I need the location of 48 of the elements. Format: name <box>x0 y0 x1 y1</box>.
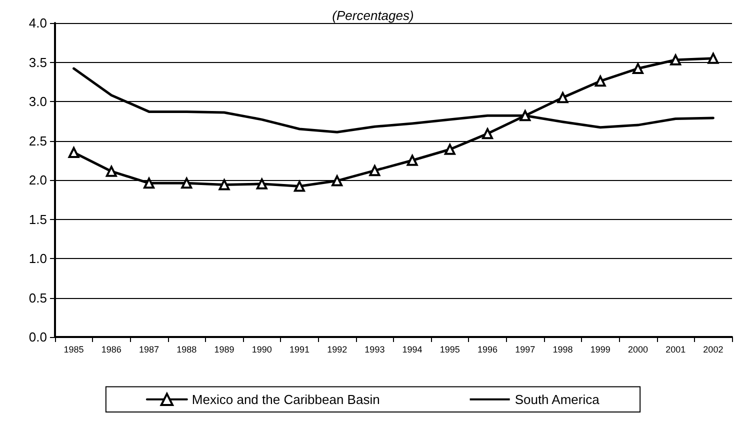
x-tick-label: 2002 <box>703 344 724 354</box>
x-tick-label: 1986 <box>101 344 122 354</box>
x-tick-label: 2001 <box>666 344 686 354</box>
point <box>482 128 494 140</box>
point <box>708 52 719 64</box>
point <box>594 76 606 87</box>
point <box>670 54 682 66</box>
x-tick-label: 1997 <box>515 344 536 354</box>
x-tick-label: 1994 <box>402 344 422 354</box>
point <box>68 147 80 158</box>
x-tick-label: 2000 <box>628 344 648 354</box>
x-tick-label: 1985 <box>64 344 84 354</box>
x-tick-label: 1992 <box>327 344 348 354</box>
point <box>218 179 230 190</box>
x-tick-label: 1998 <box>552 344 573 354</box>
x-tick-label: 1988 <box>176 344 197 354</box>
x-tick-label: 1989 <box>214 344 234 354</box>
y-tick-label: 3.0 <box>28 94 47 109</box>
point <box>106 166 117 177</box>
y-tick-label: 3.5 <box>28 54 47 70</box>
x-tick-label: 1991 <box>289 344 310 354</box>
x-tick-label: 1990 <box>252 344 272 354</box>
y-tick-label: 0.0 <box>28 330 47 344</box>
y-tick-label: 1.5 <box>28 212 47 227</box>
y-tick-label: 1.0 <box>28 251 47 266</box>
point <box>144 178 155 189</box>
x-tick-label: 1995 <box>440 344 460 354</box>
point <box>369 165 380 176</box>
x-tick-label: 1996 <box>478 344 498 354</box>
point <box>181 178 192 189</box>
x-tick-label: 1999 <box>590 344 610 354</box>
point <box>332 175 343 186</box>
legend-label: South America <box>514 392 600 407</box>
point <box>444 144 456 155</box>
y-tick-label: 2.5 <box>28 133 47 148</box>
point <box>632 63 644 74</box>
y-tick-label: 0.5 <box>28 290 47 306</box>
y-tick-label: 4.0 <box>28 16 47 30</box>
chart-subtitle: (Percentages) <box>332 8 414 23</box>
y-tick-label: 2.0 <box>28 172 47 188</box>
x-tick-label: 1993 <box>364 344 385 354</box>
point <box>406 154 418 166</box>
point <box>557 92 568 104</box>
x-tick-label: 1987 <box>139 344 160 354</box>
legend-label: Mexico and the Caribbean Basin <box>192 392 380 407</box>
point <box>294 180 305 192</box>
point <box>520 110 531 122</box>
point <box>256 178 268 190</box>
